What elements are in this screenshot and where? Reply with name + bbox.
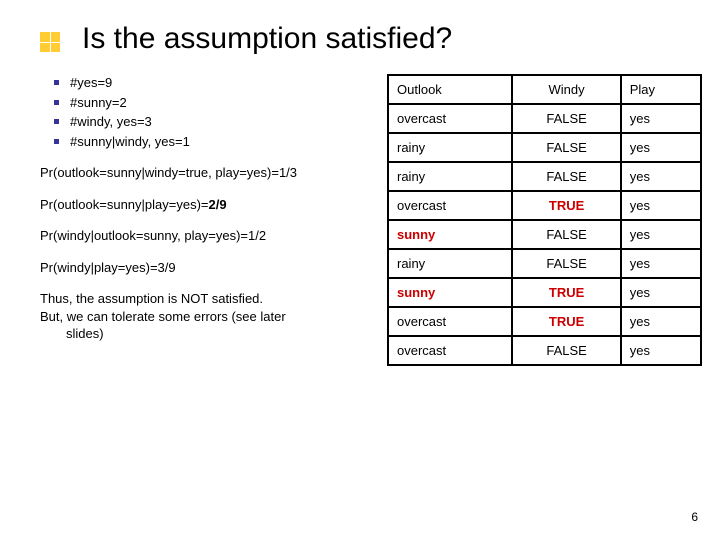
bullet-item: #sunny=2 bbox=[40, 94, 367, 112]
right-column: Outlook Windy Play overcastFALSEyesrainy… bbox=[387, 74, 702, 366]
conclusion-text: Thus, the assumption is NOT satisfied. B… bbox=[40, 290, 367, 343]
bullet-item: #sunny|windy, yes=1 bbox=[40, 133, 367, 151]
table-cell: yes bbox=[621, 191, 701, 220]
data-table: Outlook Windy Play overcastFALSEyesrainy… bbox=[387, 74, 702, 366]
table-cell: FALSE bbox=[512, 249, 620, 278]
table-cell: overcast bbox=[388, 336, 512, 365]
table-cell: TRUE bbox=[512, 307, 620, 336]
table-cell: overcast bbox=[388, 307, 512, 336]
table-cell: rainy bbox=[388, 133, 512, 162]
table-cell: rainy bbox=[388, 162, 512, 191]
table-body: overcastFALSEyesrainyFALSEyesrainyFALSEy… bbox=[388, 104, 701, 365]
conclusion-line: But, we can tolerate some errors (see la… bbox=[40, 309, 286, 324]
table-cell: yes bbox=[621, 162, 701, 191]
probability-line: Pr(windy|outlook=sunny, play=yes)=1/2 bbox=[40, 227, 367, 245]
table-cell: yes bbox=[621, 307, 701, 336]
table-cell: overcast bbox=[388, 104, 512, 133]
table-cell: overcast bbox=[388, 191, 512, 220]
table-row: overcastTRUEyes bbox=[388, 307, 701, 336]
slide: Is the assumption satisfied? #yes=9 #sun… bbox=[0, 0, 720, 540]
bullet-item: #windy, yes=3 bbox=[40, 113, 367, 131]
conclusion-line: Thus, the assumption is NOT satisfied. bbox=[40, 291, 263, 306]
col-windy: Windy bbox=[512, 75, 620, 104]
table-row: overcastFALSEyes bbox=[388, 104, 701, 133]
table-head: Outlook Windy Play bbox=[388, 75, 701, 104]
probability-line: Pr(outlook=sunny|play=yes)=2/9 bbox=[40, 196, 367, 214]
count-bullets: #yes=9 #sunny=2 #windy, yes=3 #sunny|win… bbox=[40, 74, 367, 150]
table-cell: FALSE bbox=[512, 104, 620, 133]
slide-title: Is the assumption satisfied? bbox=[82, 22, 452, 56]
table-cell: TRUE bbox=[512, 278, 620, 307]
table-cell: yes bbox=[621, 220, 701, 249]
table-row: overcastTRUEyes bbox=[388, 191, 701, 220]
table-cell: FALSE bbox=[512, 133, 620, 162]
col-play: Play bbox=[621, 75, 701, 104]
table-cell: yes bbox=[621, 133, 701, 162]
col-outlook: Outlook bbox=[388, 75, 512, 104]
probability-line: Pr(outlook=sunny|windy=true, play=yes)=1… bbox=[40, 164, 367, 182]
table-cell: yes bbox=[621, 249, 701, 278]
table-row: rainyFALSEyes bbox=[388, 249, 701, 278]
table-row: overcastFALSEyes bbox=[388, 336, 701, 365]
table-header-row: Outlook Windy Play bbox=[388, 75, 701, 104]
table-row: rainyFALSEyes bbox=[388, 162, 701, 191]
bullet-item: #yes=9 bbox=[40, 74, 367, 92]
conclusion-line: slides) bbox=[40, 325, 367, 343]
table-cell: FALSE bbox=[512, 336, 620, 365]
table-row: rainyFALSEyes bbox=[388, 133, 701, 162]
probability-line: Pr(windy|play=yes)=3/9 bbox=[40, 259, 367, 277]
left-column: #yes=9 #sunny=2 #windy, yes=3 #sunny|win… bbox=[40, 74, 367, 366]
table-cell: sunny bbox=[388, 220, 512, 249]
table-cell: yes bbox=[621, 278, 701, 307]
table-row: sunnyTRUEyes bbox=[388, 278, 701, 307]
prob-fraction: 2/9 bbox=[209, 197, 227, 212]
table-row: sunnyFALSEyes bbox=[388, 220, 701, 249]
table-cell: rainy bbox=[388, 249, 512, 278]
table-cell: FALSE bbox=[512, 220, 620, 249]
table-cell: FALSE bbox=[512, 162, 620, 191]
page-number: 6 bbox=[691, 510, 698, 524]
table-cell: yes bbox=[621, 336, 701, 365]
title-bar: Is the assumption satisfied? bbox=[0, 0, 720, 66]
table-cell: yes bbox=[621, 104, 701, 133]
table-cell: sunny bbox=[388, 278, 512, 307]
accent-squares-icon bbox=[40, 32, 60, 52]
table-cell: TRUE bbox=[512, 191, 620, 220]
slide-body: #yes=9 #sunny=2 #windy, yes=3 #sunny|win… bbox=[0, 74, 720, 366]
prob-prefix: Pr(outlook=sunny|play=yes)= bbox=[40, 197, 209, 212]
